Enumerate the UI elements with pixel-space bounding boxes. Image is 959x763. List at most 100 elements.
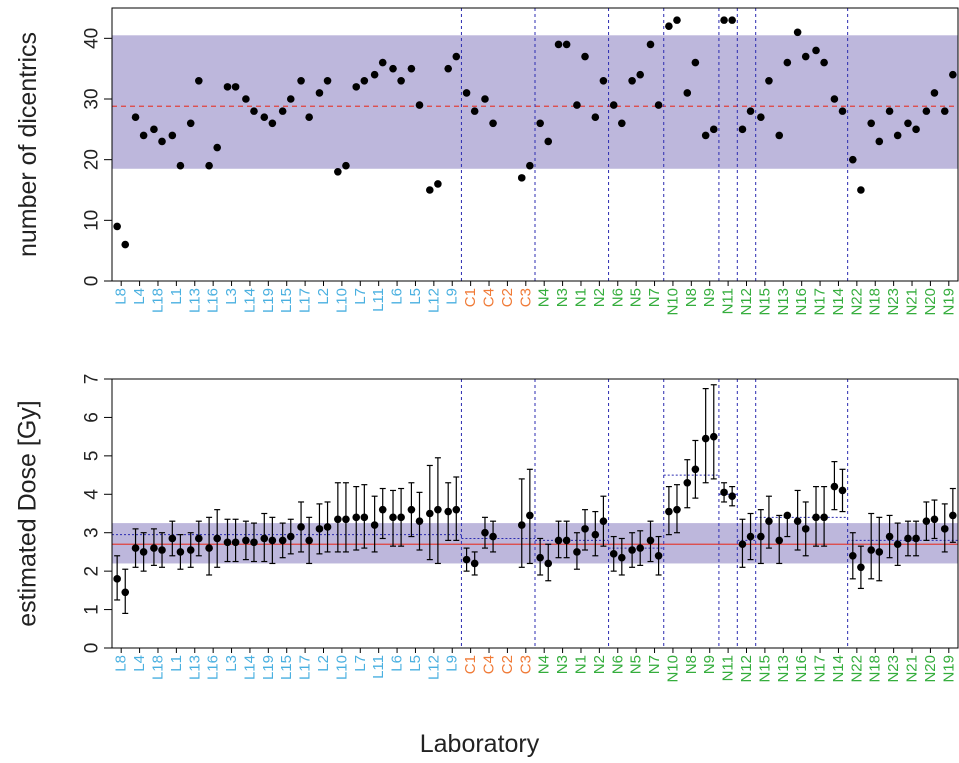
- top-xtick-label-N21: N21: [904, 288, 921, 316]
- dose-xtick-label-N19: N19: [940, 655, 957, 683]
- dose-point-N8-1: [683, 478, 692, 487]
- dose-xtick-label-N12: N12: [738, 655, 755, 683]
- top-point-N12-1: [738, 125, 747, 134]
- dose-point-C4-2: [489, 532, 497, 541]
- dose-point-C3-2: [526, 511, 534, 520]
- top-panel-dicentrics: 0 10 20 30 40 L8 L4 L18 L1 L13 L16 L3 L14 L19 L15 L17 L2…: [82, 7, 959, 316]
- dose-point-L7-1: [352, 513, 361, 522]
- top-point-L11-1: [370, 70, 379, 79]
- dose-xtick-label-L4: L4: [131, 655, 148, 672]
- dose-point-N4-2: [544, 559, 553, 568]
- dose-point-N1-2: [581, 525, 589, 533]
- top-xtick-label-L18: L18: [149, 288, 166, 313]
- dose-xtick-label-N9: N9: [701, 655, 718, 674]
- top-point-L15-1: [278, 107, 287, 115]
- top-xtick-label-L19: L19: [260, 288, 277, 313]
- top-point-N21-2: [912, 125, 920, 134]
- dose-point-N11-2: [728, 492, 736, 501]
- dose-point-N21-1: [904, 534, 912, 543]
- dose-point-L11-2: [378, 505, 387, 514]
- dose-xtick-label-N8: N8: [683, 655, 700, 674]
- dose-point-L16-1: [205, 544, 213, 552]
- dose-point-N10-1: [665, 507, 673, 516]
- dose-xtick-label-L5: L5: [407, 655, 424, 672]
- dose-ytick-label-5: 5: [82, 451, 103, 462]
- dose-point-N19-2: [949, 511, 957, 520]
- top-ytick-label-20: 20: [82, 149, 103, 170]
- dose-point-N23-1: [885, 532, 894, 541]
- top-xtick-label-L16: L16: [205, 288, 222, 313]
- top-point-L2-1: [315, 89, 324, 97]
- top-point-N19-1: [940, 107, 949, 115]
- top-plot-area: [112, 8, 958, 281]
- top-point-L17-1: [297, 77, 305, 85]
- dose-point-L18-2: [158, 546, 166, 554]
- top-xtick-label-N19: N19: [940, 288, 957, 316]
- top-xtick-label-L3: L3: [223, 288, 240, 305]
- top-frame: [111, 7, 959, 282]
- dose-point-L12-2: [434, 505, 442, 514]
- dose-point-L14-1: [242, 536, 250, 545]
- dose-xtick-label-N16: N16: [793, 655, 810, 683]
- top-point-N14-1: [830, 95, 839, 103]
- dose-point-N21-2: [912, 534, 920, 543]
- dose-point-N15-2: [765, 517, 773, 525]
- dose-point-L9-2: [452, 505, 461, 514]
- top-point-L15-2: [286, 95, 295, 103]
- top-xtick-label-L9: L9: [444, 288, 461, 305]
- dose-point-C1-1: [462, 555, 471, 564]
- dose-point-C1-2: [470, 559, 479, 568]
- dose-xtick-label-N14: N14: [830, 655, 847, 683]
- top-xtick-label-N11: N11: [720, 288, 737, 314]
- top-point-L13-2: [195, 77, 203, 85]
- top-point-N9-2: [709, 125, 718, 134]
- top-point-N13-2: [783, 58, 792, 67]
- top-point-N20-1: [922, 107, 931, 115]
- dose-xtick-label-L9: L9: [444, 655, 461, 672]
- top-point-L9-1: [444, 64, 452, 73]
- top-point-N1-2: [581, 52, 589, 61]
- dose-point-L15-1: [278, 536, 287, 545]
- dose-xtick-label-N2: N2: [591, 655, 608, 674]
- dose-xtick-label-L11: L11: [370, 655, 387, 679]
- top-xtick-label-N9: N9: [701, 288, 718, 307]
- top-xtick-label-N20: N20: [922, 288, 939, 316]
- dose-xtick-label-N15: N15: [756, 655, 773, 683]
- dose-point-L10-1: [334, 515, 342, 524]
- dose-point-N3-1: [554, 536, 563, 545]
- dose-xtick-label-L18: L18: [149, 655, 166, 680]
- dose-xtick-label-C2: C2: [499, 655, 516, 674]
- top-point-L7-1: [352, 83, 361, 91]
- top-point-N7-1: [646, 40, 655, 49]
- top-point-N17-2: [820, 58, 828, 67]
- top-point-N17-1: [812, 46, 820, 55]
- top-xtick-label-N18: N18: [867, 288, 884, 316]
- top-point-N16-1: [793, 28, 802, 37]
- top-point-L1-2: [176, 161, 185, 170]
- top-xtick-label-L15: L15: [278, 288, 295, 313]
- dose-point-L16-2: [213, 534, 221, 543]
- top-point-L10-1: [334, 168, 342, 176]
- dose-xtick-label-N22: N22: [848, 655, 865, 683]
- dose-point-L5-2: [415, 517, 424, 525]
- top-xtick-label-N23: N23: [885, 288, 902, 316]
- top-point-L2-2: [323, 77, 332, 85]
- dose-point-N14-2: [838, 486, 847, 495]
- top-point-N8-1: [683, 89, 692, 97]
- dose-xtick-label-N18: N18: [867, 655, 884, 683]
- top-xtick-label-L4: L4: [131, 288, 148, 305]
- dose-point-L13-1: [186, 546, 195, 554]
- dose-point-L10-2: [342, 515, 350, 524]
- top-point-N1-1: [573, 101, 581, 109]
- top-point-L6-2: [397, 77, 405, 85]
- top-point-L12-1: [426, 186, 434, 194]
- dose-point-N9-2: [709, 432, 718, 441]
- top-point-C1-1: [462, 89, 471, 97]
- dose-xtick-label-N6: N6: [609, 655, 626, 674]
- top-ytick-label-30: 30: [82, 88, 103, 109]
- dose-point-N20-1: [922, 517, 931, 525]
- dose-xtick-label-L6: L6: [389, 655, 406, 672]
- top-point-L6-1: [389, 64, 397, 73]
- top-xtick-label-N8: N8: [683, 288, 700, 307]
